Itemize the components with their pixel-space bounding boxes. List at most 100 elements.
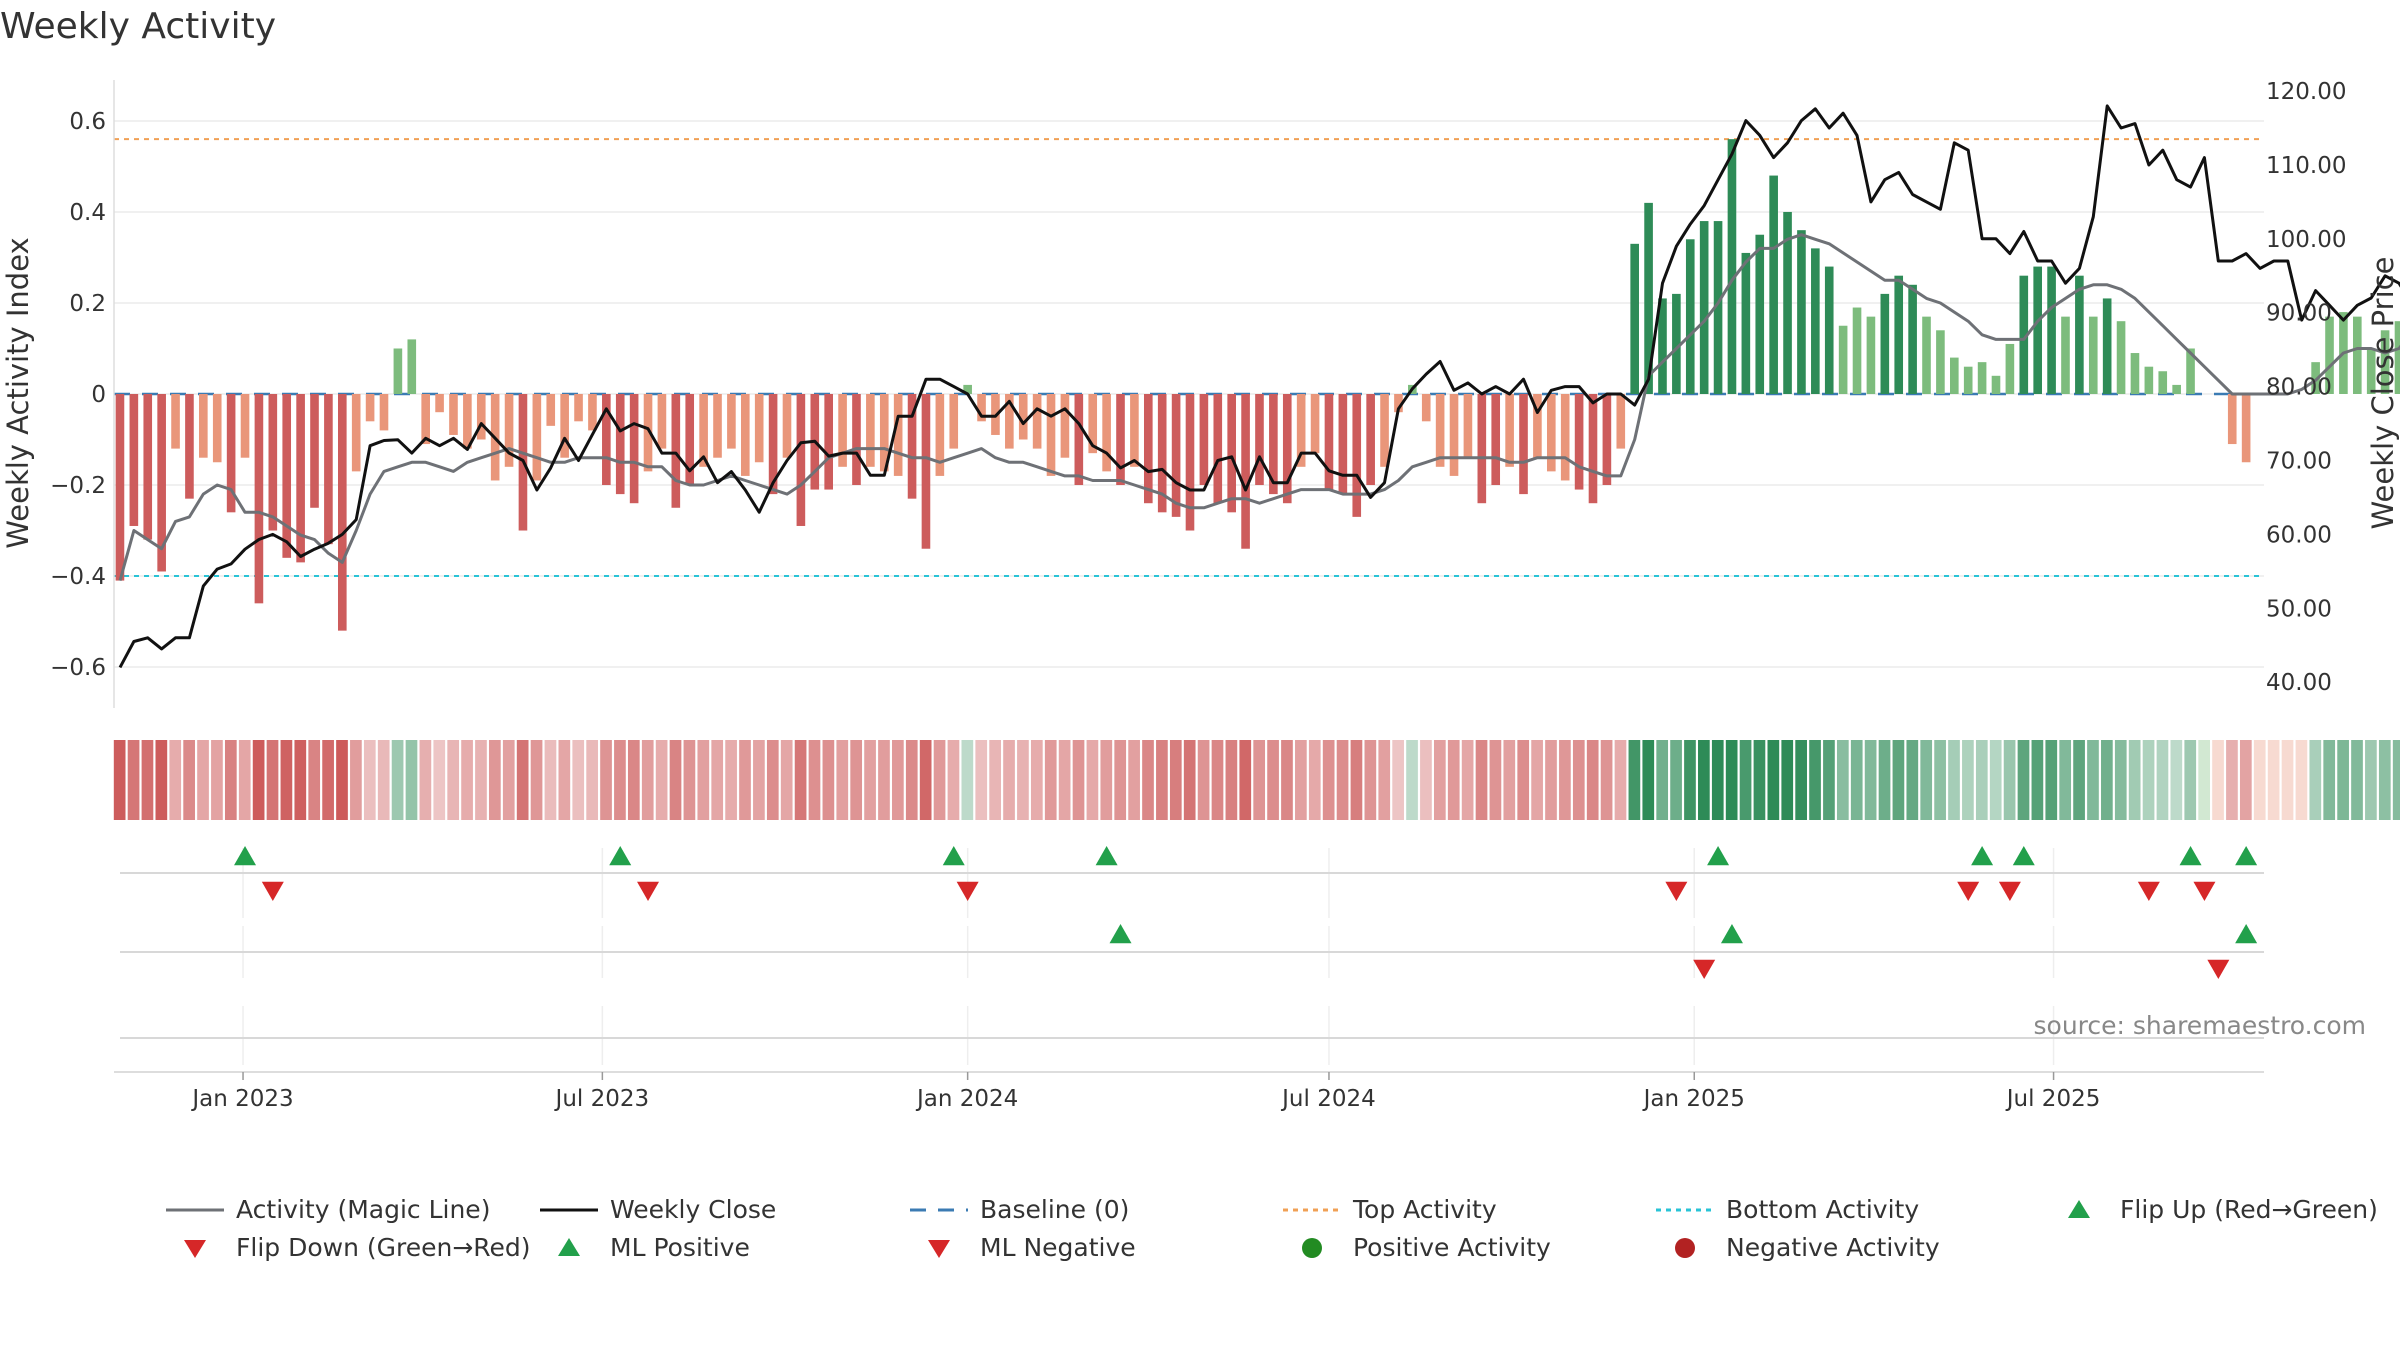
flip-down-marker [1998, 881, 2021, 901]
heat-strip-cell [1767, 740, 1780, 820]
activity-bar [1380, 394, 1389, 467]
heat-strip-cell [1058, 740, 1071, 820]
heat-strip-cell [350, 740, 362, 820]
x-tick-label: Jan 2023 [190, 1086, 293, 1112]
activity-bar [615, 394, 625, 495]
y-tick-label: −0.6 [50, 655, 106, 681]
heat-strip-cell [1461, 740, 1474, 820]
activity-bar [199, 394, 208, 458]
activity-bar [1602, 394, 1612, 486]
activity-bar [463, 394, 472, 449]
heat-strip-cell [2156, 740, 2169, 820]
activity-bar [629, 394, 639, 504]
heat-strip-cell [1531, 740, 1543, 820]
activity-bar [2158, 371, 2168, 394]
heat-strip-cell [2045, 740, 2058, 820]
flip-up-marker [2012, 846, 2035, 866]
activity-bar [2366, 348, 2376, 394]
activity-bar [1102, 394, 1111, 472]
activity-bar [1060, 394, 1070, 458]
activity-bar [602, 394, 611, 486]
activity-heat-strip [113, 740, 2400, 820]
heat-strip-cell [1044, 740, 1057, 820]
activity-bar [2088, 316, 2098, 394]
activity-bar [2394, 321, 2400, 394]
heat-strip-cell [2198, 740, 2210, 820]
y2-tick-label: 80.00 [2266, 375, 2332, 401]
activity-bar [1574, 394, 1584, 490]
activity-bar [1477, 394, 1487, 504]
flip-up-marker [234, 846, 257, 866]
heat-strip-cell [1975, 740, 1988, 820]
heat-strip-cell [322, 740, 334, 820]
activity-bar [1213, 394, 1223, 504]
activity-bar [1880, 293, 1890, 394]
activity-bar [657, 394, 667, 449]
legend-label: Positive Activity [1353, 1233, 1551, 1262]
activity-bar [1922, 316, 1931, 394]
heat-strip-cell [113, 740, 126, 820]
heat-strip-cell [224, 740, 237, 820]
activity-bar [2186, 348, 2195, 394]
activity-bar [1255, 394, 1264, 486]
activity-bar [2116, 321, 2126, 394]
heat-strip-cell [864, 740, 876, 820]
heat-strip-cell [1878, 740, 1891, 820]
y2-axis-label: Weekly Close Price [2366, 257, 2400, 530]
activity-bar [1644, 202, 1653, 394]
activity-bar [2144, 366, 2154, 394]
activity-bar [1282, 394, 1292, 504]
heat-strip-cell [1253, 740, 1266, 820]
heat-strip-cell [1308, 740, 1321, 820]
heat-strip-cell [961, 740, 974, 820]
heat-strip-cell [1183, 740, 1196, 820]
heat-strip-cell [1017, 740, 1029, 820]
flip-down-marker [2193, 881, 2216, 901]
activity-bar [1116, 394, 1125, 486]
activity-bar [1227, 394, 1236, 513]
activity-bar [449, 394, 458, 435]
heat-strip-cell [2281, 740, 2294, 820]
legend-label: Bottom Activity [1726, 1195, 1919, 1224]
heat-strip-cell [266, 740, 279, 820]
activity-bar [1963, 366, 1973, 394]
heat-strip-cell [197, 740, 209, 820]
heat-strip-cell [1850, 740, 1863, 820]
heat-strip-cell [572, 740, 585, 820]
activity-bar [1797, 230, 1806, 394]
activity-bar [1171, 394, 1181, 517]
activity-bar [1949, 357, 1959, 394]
heat-strip-cell [766, 740, 779, 820]
activity-bar [268, 394, 278, 531]
activity-bar [1394, 394, 1403, 413]
heat-strip-cell [1364, 740, 1377, 820]
heat-strip-cell [169, 740, 182, 820]
activity-bar [1185, 394, 1195, 531]
heat-strip-cell [1322, 740, 1335, 820]
flip-up-marker [1707, 846, 1730, 866]
activity-bar [1143, 394, 1153, 504]
axes: 0.6 0.4 0.2 0 −0.2 −0.4 −0.6 120.00 110.00 100.00… [50, 79, 2346, 708]
heat-strip-cell [2059, 740, 2072, 820]
legend-label: Top Activity [1352, 1195, 1497, 1224]
activity-bar [435, 394, 444, 413]
activity-bar [351, 394, 361, 472]
activity-bar [949, 394, 959, 449]
heat-strip-cell [2087, 740, 2099, 820]
heat-strip-cell [1378, 740, 1391, 820]
activity-bar [1533, 394, 1542, 458]
heat-strip-cell [1142, 740, 1154, 820]
activity-bar [727, 394, 736, 449]
activity-bar [1310, 394, 1320, 454]
heat-strip-cell [822, 740, 835, 820]
activity-bar [685, 394, 695, 486]
x-tick-label: Jul 2025 [2005, 1086, 2101, 1112]
activity-bar [1046, 394, 1056, 476]
activity-bar [129, 394, 139, 526]
heat-strip-cell [975, 740, 988, 820]
heat-strip-cell [1086, 740, 1099, 820]
ml-positive-marker [1720, 924, 1743, 944]
heat-strip-cell [1406, 740, 1418, 820]
activity-bar [1324, 394, 1334, 490]
heat-strip-cell [2295, 740, 2308, 820]
